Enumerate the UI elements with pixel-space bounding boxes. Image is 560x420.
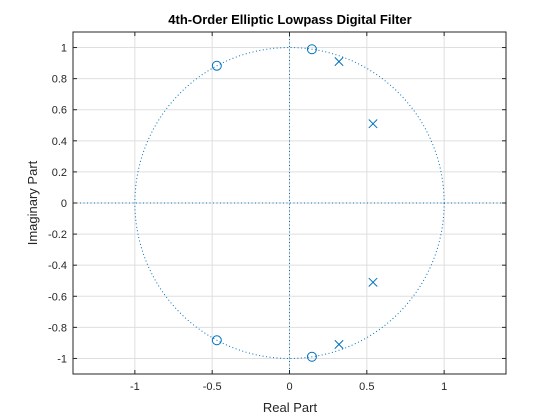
zero-marker [306,351,317,362]
y-tick-label: 1 [61,43,67,55]
x-tick-label: 1 [441,381,447,393]
zero-marker [211,335,222,346]
y-tick-label: -0.4 [48,260,67,272]
y-tick-label: -0.8 [48,322,67,334]
x-tick-label: 0.5 [359,381,374,393]
y-tick-label: 0.8 [52,74,67,86]
pole-marker-stroke [368,119,378,129]
y-tick-label: 0.2 [52,167,67,179]
pole-marker [368,277,378,287]
y-tick-label: 0 [61,198,67,210]
x-tick-label: -1 [130,381,140,393]
x-axis-label: Real Part [263,400,318,415]
marker-layer [211,44,378,362]
tick-layer: -1 -0.5 0 0.5 1 -1 -0.8 -0.6 -0.4 -0.2 0 0.2 0.4 0.6 0… [48,32,506,393]
y-tick-label: 0.6 [52,105,67,117]
pole-marker [368,119,378,129]
x-tick-label: 0 [286,381,292,393]
zero-marker [211,60,222,71]
chart-title: 4th-Order Elliptic Lowpass Digital Filte… [168,12,411,27]
y-tick-label: -1 [57,353,67,365]
zero-marker [306,44,317,55]
pole-marker-stroke [334,339,344,350]
pole-marker [334,339,344,350]
pole-marker-stroke [334,56,344,67]
guide-layer [73,32,506,374]
y-tick-label: -0.6 [48,291,67,303]
y-tick-label: 0.4 [52,136,67,148]
pole-marker [334,56,344,67]
x-tick-label: -0.5 [203,381,222,393]
y-tick-label: -0.2 [48,229,67,241]
pole-marker-stroke [368,277,378,287]
y-axis-label: Imaginary Part [25,160,40,245]
